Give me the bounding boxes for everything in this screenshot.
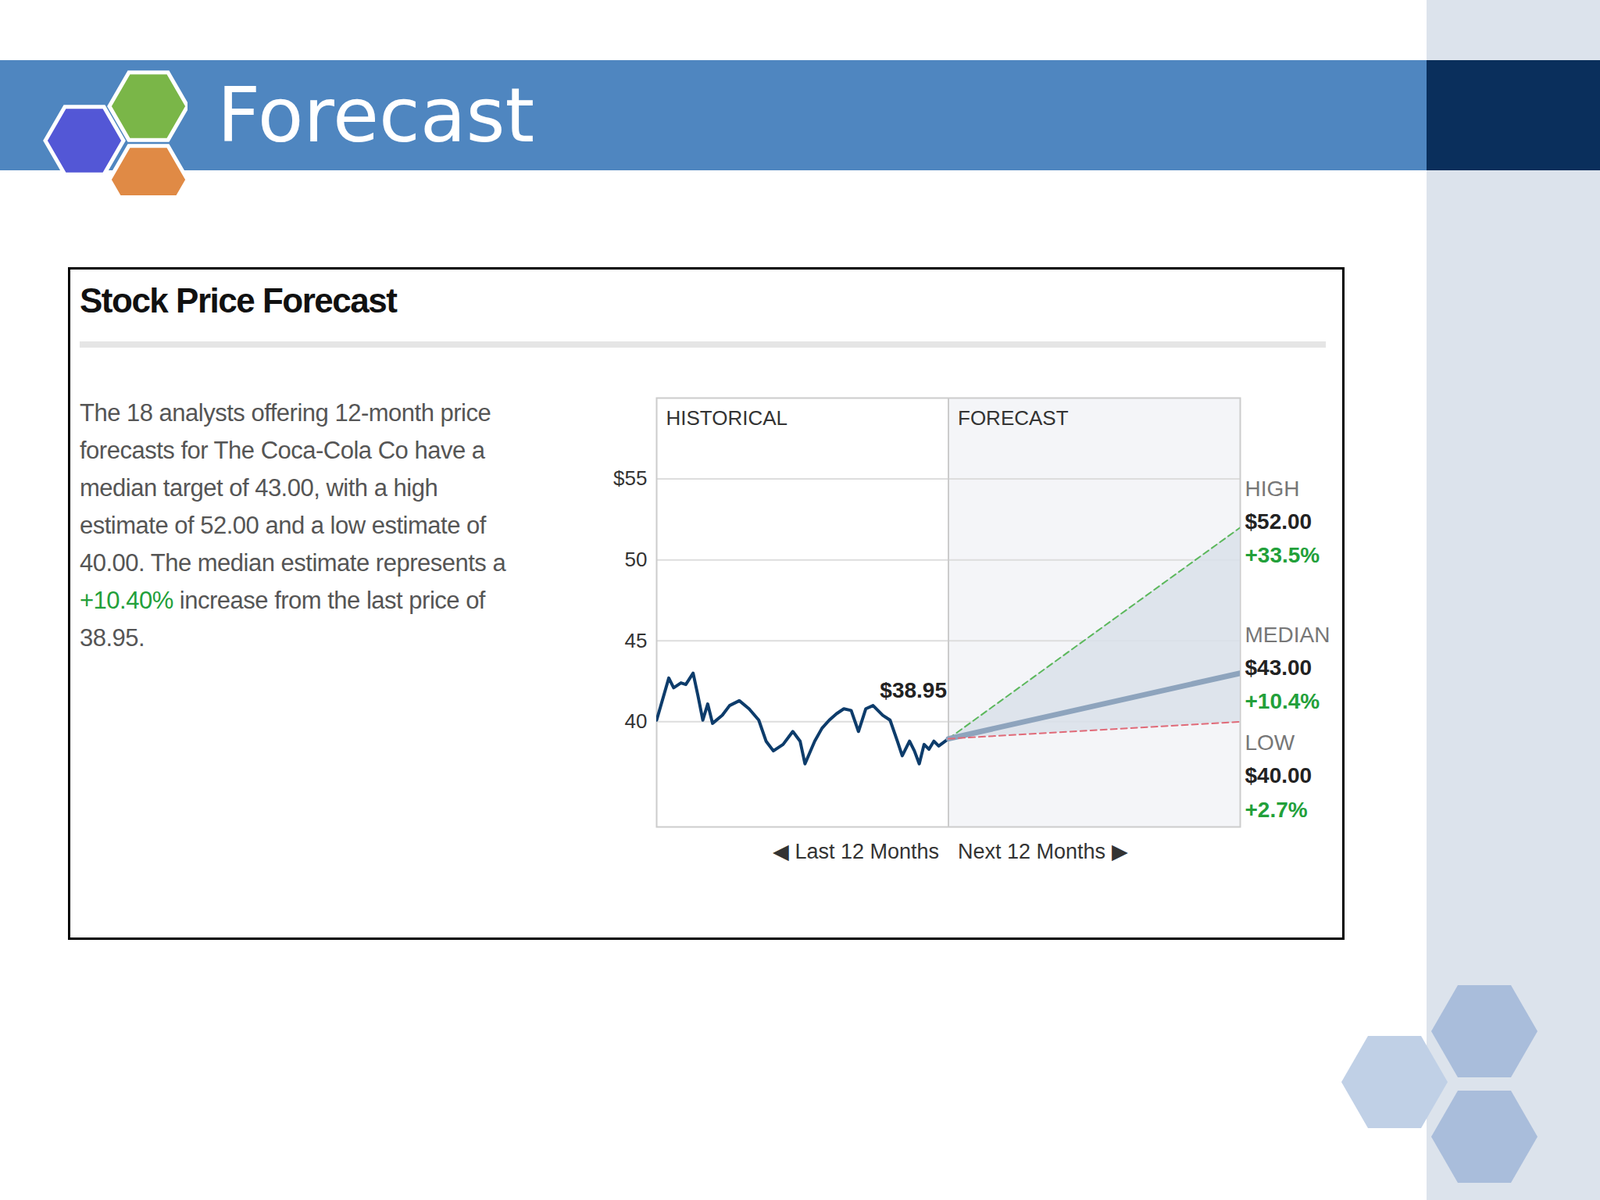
svg-text:LOW: LOW bbox=[1245, 730, 1296, 755]
svg-text:$55: $55 bbox=[613, 466, 647, 490]
svg-text:50: 50 bbox=[625, 547, 648, 572]
svg-text:HISTORICAL: HISTORICAL bbox=[666, 406, 789, 430]
html-text:The 18 analysts offering 12-mo: The 18 analysts offering 12-month price … bbox=[79, 399, 506, 577]
svg-text:HIGH: HIGH bbox=[1245, 476, 1300, 501]
svg-text:$40.00: $40.00 bbox=[1245, 763, 1313, 788]
svg-text:45: 45 bbox=[625, 628, 648, 653]
svg-text:+33.5%: +33.5% bbox=[1245, 542, 1321, 568]
html-text:+10.40% increase from the last: +10.40% increase from the last price of … bbox=[79, 586, 486, 652]
svg-text:$38.95: $38.95 bbox=[879, 678, 947, 703]
svg-text:$43.00: $43.00 bbox=[1245, 655, 1313, 680]
html-text:Stock Price Forecast: Stock Price Forecast bbox=[79, 281, 397, 320]
svg-text:+10.4%: +10.4% bbox=[1245, 689, 1321, 714]
svg-text:MEDIAN: MEDIAN bbox=[1245, 622, 1331, 647]
svg-text:FORECAST: FORECAST bbox=[957, 406, 1069, 430]
svg-text:$52.00: $52.00 bbox=[1245, 509, 1313, 534]
svg-text:◀ Last 12 Months: ◀ Last 12 Months bbox=[772, 839, 940, 864]
svg-text:40: 40 bbox=[625, 709, 648, 733]
svg-text:+2.7%: +2.7% bbox=[1245, 797, 1308, 822]
svg-text:Next 12 Months ▶: Next 12 Months ▶ bbox=[957, 839, 1129, 864]
html-text:Forecast: Forecast bbox=[217, 71, 535, 160]
